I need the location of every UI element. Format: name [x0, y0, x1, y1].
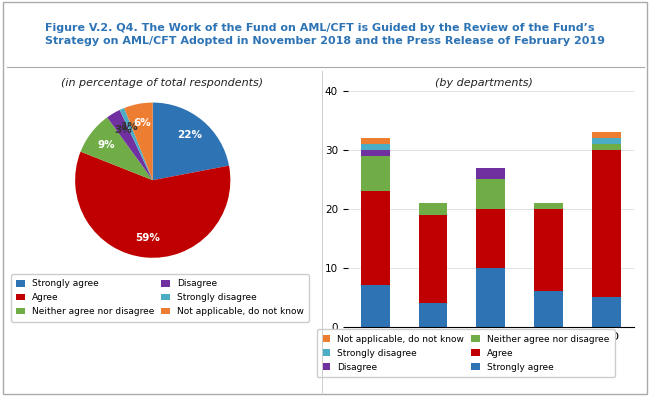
Bar — [476, 179, 505, 209]
Bar — [361, 191, 389, 286]
Bar — [592, 297, 621, 327]
Text: 22%: 22% — [177, 130, 202, 140]
Text: 59%: 59% — [135, 233, 160, 243]
Text: 9%: 9% — [98, 139, 116, 150]
Bar — [361, 150, 389, 156]
Text: (in percentage of total respondents): (in percentage of total respondents) — [62, 78, 263, 88]
Wedge shape — [81, 117, 153, 180]
Bar — [534, 209, 563, 291]
Bar — [361, 286, 389, 327]
Wedge shape — [75, 152, 230, 258]
Bar — [476, 268, 505, 327]
Bar — [419, 203, 447, 215]
Wedge shape — [153, 103, 229, 180]
Bar — [419, 215, 447, 303]
Bar — [419, 303, 447, 327]
Bar — [361, 156, 389, 191]
Text: 1%: 1% — [121, 122, 138, 132]
Legend: Not applicable, do not know, Strongly disagree, Disagree, Neither agree nor disa: Not applicable, do not know, Strongly di… — [317, 329, 614, 377]
Wedge shape — [107, 110, 153, 180]
Bar — [534, 291, 563, 327]
Bar — [361, 144, 389, 150]
Wedge shape — [120, 108, 153, 180]
Text: 6%: 6% — [133, 118, 151, 128]
Bar — [592, 144, 621, 150]
Bar — [361, 138, 389, 144]
Text: (by departments): (by departments) — [436, 78, 533, 88]
Bar — [476, 168, 505, 179]
Text: Figure V.2. Q4. The Work of the Fund on AML/CFT is Guided by the Review of the F: Figure V.2. Q4. The Work of the Fund on … — [45, 23, 605, 46]
Wedge shape — [124, 103, 153, 180]
Bar — [592, 138, 621, 144]
Legend: Strongly agree, Agree, Neither agree nor disagree, Disagree, Strongly disagree, : Strongly agree, Agree, Neither agree nor… — [11, 274, 309, 322]
Bar — [534, 203, 563, 209]
Bar — [476, 209, 505, 268]
Text: 3%: 3% — [114, 125, 132, 135]
Bar — [592, 132, 621, 138]
Bar — [592, 150, 621, 297]
